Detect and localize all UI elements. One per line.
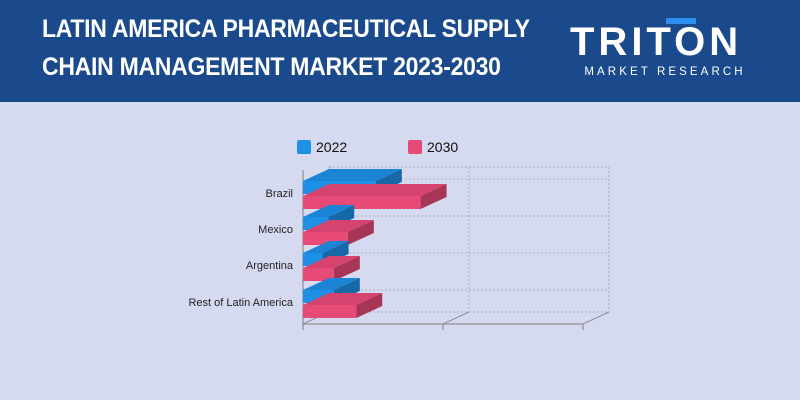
legend-label-2022: 2022 xyxy=(316,139,347,155)
logo-accent-icon xyxy=(666,18,696,24)
y-tick-label: Rest of Latin America xyxy=(188,297,293,309)
y-tick-label: Brazil xyxy=(265,188,293,200)
bar-2030 xyxy=(303,196,421,209)
bar-2030-end-face xyxy=(333,256,360,281)
legend-swatch-2022 xyxy=(297,140,311,154)
floor-diagonal xyxy=(442,311,470,325)
bar-2022-top-face xyxy=(303,169,402,181)
bar-2022-top-face xyxy=(303,241,349,253)
title-line-1: LATIN AMERICA PHARMACEUTICAL SUPPLY xyxy=(42,15,530,43)
title-line-2: CHAIN MANAGEMENT MARKET 2023-2030 xyxy=(42,53,501,81)
bar-chart: Brazil Mexico Argentina Rest of Latin Ameri… xyxy=(188,139,610,330)
bar-2030 xyxy=(303,305,357,318)
bar-2030-end-face xyxy=(347,220,374,245)
y-tick-label: Mexico xyxy=(258,224,293,236)
y-tick-label: Argentina xyxy=(246,260,294,272)
bar-2030-end-face xyxy=(420,184,447,209)
bar-2030-top-face xyxy=(303,293,383,305)
bar-2022-top-face xyxy=(303,205,355,217)
bar-2030-top-face xyxy=(303,256,360,268)
triton-logo: TRITON MARKET RESEARCH xyxy=(570,18,760,88)
page-title: LATIN AMERICA PHARMACEUTICAL SUPPLY CHAI… xyxy=(42,10,530,86)
bar-2030 xyxy=(303,268,334,281)
bar-2022-top-face xyxy=(303,278,360,290)
floor-diagonal xyxy=(582,311,610,325)
bar-2030-top-face xyxy=(303,184,447,196)
bar-2030-end-face xyxy=(356,293,383,318)
legend-label-2030: 2030 xyxy=(427,139,458,155)
logo-subtitle: MARKET RESEARCH xyxy=(584,66,746,78)
bar-2030-top-face xyxy=(303,220,374,232)
logo-wordmark: TRITON xyxy=(570,20,743,64)
header-banner: LATIN AMERICA PHARMACEUTICAL SUPPLY CHAI… xyxy=(0,0,800,102)
legend-swatch-2030 xyxy=(408,140,422,154)
